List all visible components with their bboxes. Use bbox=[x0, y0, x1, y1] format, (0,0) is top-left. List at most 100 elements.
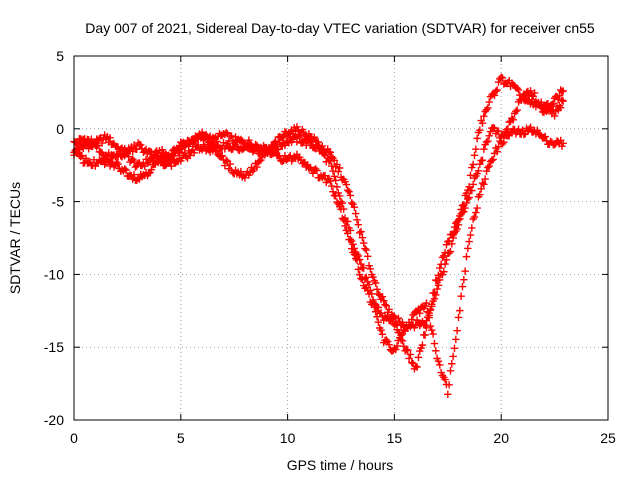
data-point bbox=[454, 216, 463, 224]
data-point bbox=[357, 227, 365, 236]
data-point bbox=[130, 157, 138, 165]
data-point bbox=[377, 326, 385, 334]
data-point bbox=[559, 87, 567, 95]
data-point bbox=[416, 309, 424, 317]
data-point bbox=[476, 190, 484, 199]
data-point bbox=[326, 177, 335, 185]
data-point bbox=[429, 330, 437, 338]
data-point bbox=[554, 95, 562, 103]
data-point bbox=[448, 360, 456, 368]
data-point bbox=[293, 123, 301, 131]
data-point bbox=[358, 276, 367, 284]
data-point bbox=[558, 142, 566, 150]
data-point bbox=[398, 318, 407, 326]
data-point bbox=[452, 335, 460, 344]
data-point bbox=[468, 224, 476, 232]
data-point bbox=[380, 297, 388, 305]
axis-ticks bbox=[73, 55, 609, 421]
data-point bbox=[338, 199, 347, 207]
data-point bbox=[485, 98, 493, 106]
series-track bbox=[70, 86, 567, 332]
data-point bbox=[331, 192, 340, 200]
data-point bbox=[314, 138, 323, 146]
data-point bbox=[464, 244, 472, 253]
data-point bbox=[386, 314, 395, 323]
data-point bbox=[462, 252, 471, 261]
data-point bbox=[346, 191, 355, 200]
data-point bbox=[257, 156, 265, 164]
data-point bbox=[265, 146, 273, 155]
data-point bbox=[393, 342, 401, 350]
data-point bbox=[385, 341, 393, 349]
data-point bbox=[327, 182, 336, 190]
data-point bbox=[269, 142, 277, 151]
data-point bbox=[366, 265, 375, 273]
data-point bbox=[359, 264, 368, 272]
data-point bbox=[490, 91, 499, 100]
data-point bbox=[422, 324, 431, 332]
data-point bbox=[299, 128, 308, 136]
data-point bbox=[223, 140, 232, 148]
data-point bbox=[484, 137, 492, 145]
data-point bbox=[434, 281, 443, 289]
data-point bbox=[237, 167, 245, 176]
data-point bbox=[441, 248, 449, 257]
data-point bbox=[158, 157, 166, 165]
data-point bbox=[465, 183, 473, 191]
data-point bbox=[313, 166, 321, 175]
y-tick-label: 0 bbox=[56, 121, 64, 137]
data-point bbox=[441, 375, 449, 384]
data-point bbox=[485, 162, 493, 170]
data-point bbox=[333, 183, 341, 191]
data-point bbox=[559, 97, 567, 105]
data-point bbox=[449, 352, 457, 361]
data-point bbox=[478, 119, 487, 127]
data-point bbox=[457, 205, 465, 214]
data-point bbox=[470, 213, 479, 221]
data-point bbox=[450, 344, 459, 353]
data-point bbox=[133, 145, 141, 154]
x-tick-label: 5 bbox=[177, 430, 185, 446]
data-point bbox=[437, 260, 445, 269]
data-point bbox=[449, 231, 457, 239]
data-point bbox=[478, 156, 487, 164]
data-point bbox=[330, 172, 339, 181]
data-point bbox=[342, 180, 351, 189]
data-point bbox=[472, 145, 480, 153]
x-tick-label: 25 bbox=[600, 430, 616, 446]
data-point bbox=[347, 244, 356, 253]
data-point bbox=[349, 240, 357, 249]
data-point bbox=[321, 172, 329, 180]
data-point bbox=[339, 216, 348, 224]
data-point bbox=[550, 141, 559, 149]
data-point bbox=[330, 156, 339, 164]
chart-title: Day 007 of 2021, Sidereal Day-to-day VTE… bbox=[85, 20, 595, 36]
data-point bbox=[509, 116, 517, 124]
data-point bbox=[473, 134, 481, 143]
data-point bbox=[362, 273, 371, 282]
data-point bbox=[480, 180, 488, 188]
data-point bbox=[485, 132, 493, 140]
y-tick-label: -15 bbox=[44, 339, 64, 355]
data-point bbox=[353, 216, 361, 224]
data-point bbox=[550, 112, 559, 120]
data-point bbox=[489, 155, 497, 164]
data-point bbox=[446, 247, 455, 256]
data-point bbox=[526, 123, 535, 131]
data-point bbox=[147, 166, 156, 174]
data-point bbox=[433, 285, 441, 293]
x-tick-label: 10 bbox=[280, 430, 296, 446]
data-point bbox=[494, 142, 503, 151]
data-point bbox=[456, 212, 464, 220]
data-point bbox=[526, 87, 535, 95]
data-point bbox=[413, 363, 421, 371]
data-point bbox=[357, 274, 365, 283]
data-point bbox=[480, 112, 488, 120]
data-point bbox=[293, 138, 301, 146]
data-point bbox=[494, 127, 503, 135]
tick-labels: 0 5 10 15 20 25 5 0 -5 -10 -15 -20 bbox=[44, 48, 616, 446]
data-point bbox=[392, 320, 400, 328]
x-tick-label: 15 bbox=[387, 430, 403, 446]
data-point bbox=[343, 217, 352, 226]
data-point bbox=[94, 141, 102, 150]
